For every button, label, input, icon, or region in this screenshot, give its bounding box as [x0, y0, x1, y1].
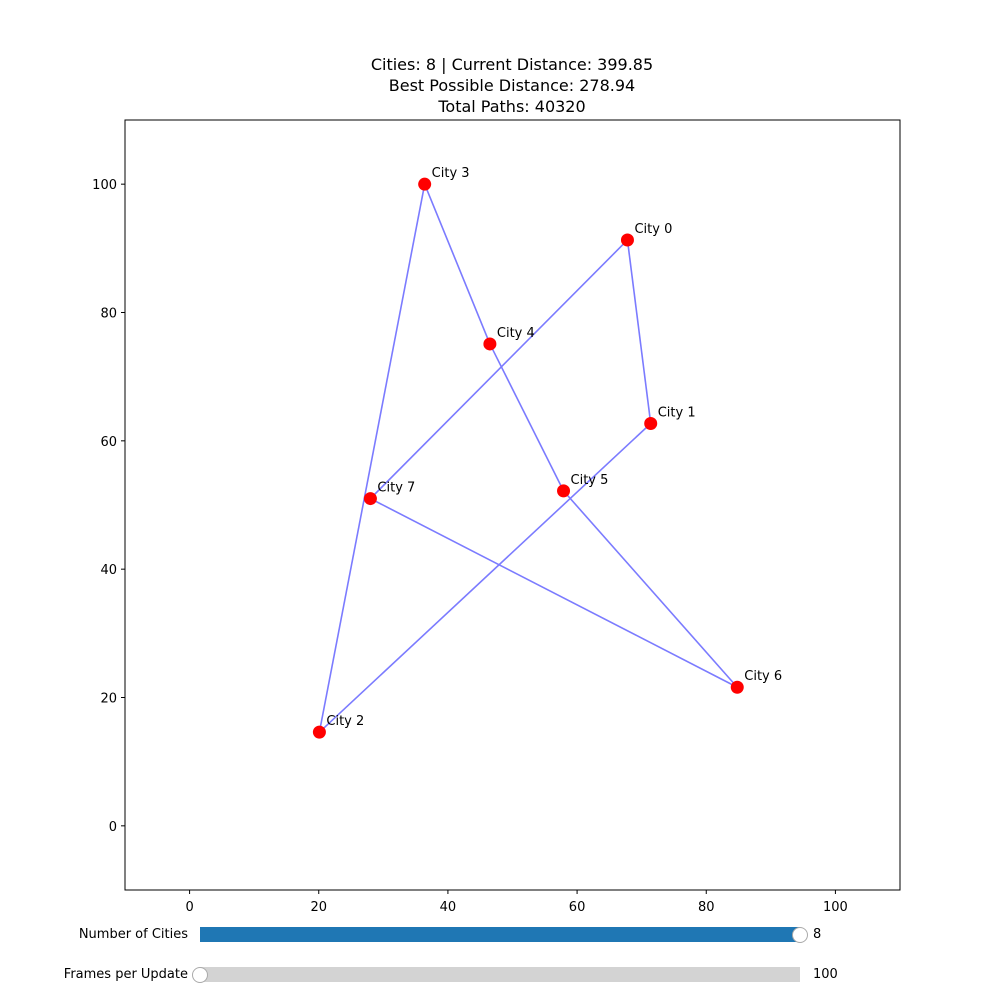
route-segment: [370, 497, 738, 688]
y-tick-label: 40: [100, 563, 117, 578]
route-segment: [626, 239, 652, 424]
city-label: City 6: [744, 669, 782, 684]
y-tick-label: 20: [100, 692, 117, 707]
number-of-cities-slider-fill: [200, 927, 800, 942]
frames-per-update-slider-row: Frames per Update 100: [0, 965, 1000, 985]
city-label: City 3: [432, 166, 470, 181]
city-label: City 2: [326, 714, 364, 729]
city-label: City 1: [658, 406, 696, 421]
city-point: [312, 725, 326, 739]
route-segment: [318, 184, 426, 733]
x-tick-label: 20: [310, 900, 327, 915]
number-of-cities-slider-row: Number of Cities 8: [0, 925, 1000, 945]
city-label: City 5: [571, 473, 609, 488]
city-point: [363, 492, 377, 506]
frames-per-update-label: Frames per Update: [63, 967, 188, 982]
route-segment: [369, 239, 629, 500]
frames-per-update-slider-handle[interactable]: [192, 967, 208, 983]
city-point: [483, 337, 497, 351]
frames-per-update-value: 100: [813, 967, 838, 982]
y-tick-label: 80: [100, 307, 117, 322]
number-of-cities-value: 8: [813, 927, 822, 942]
y-tick-label: 100: [92, 178, 117, 193]
city-point: [644, 417, 658, 431]
route-segment: [562, 490, 738, 688]
plot-area: 0 20 40 60 80 100 0 20 40 60 80 100 City 0 City 1 City…: [92, 166, 848, 915]
x-tick-label: 60: [569, 900, 586, 915]
number-of-cities-slider[interactable]: [200, 927, 800, 942]
city-label: City 0: [634, 222, 672, 237]
chart-title-line-1: Cities: 8 | Current Distance: 399.85: [371, 55, 653, 74]
frames-per-update-slider[interactable]: [200, 967, 800, 982]
x-tick-label: 40: [440, 900, 457, 915]
city-point: [620, 233, 634, 247]
y-tick-label: 0: [109, 820, 117, 835]
city-label: City 4: [497, 326, 535, 341]
x-tick-label: 80: [698, 900, 715, 915]
route-segment: [489, 343, 565, 492]
axes-frame: [124, 119, 901, 891]
city-point: [730, 680, 744, 694]
number-of-cities-label: Number of Cities: [78, 927, 188, 942]
route-segment: [423, 183, 491, 345]
city-point: [418, 177, 432, 191]
city-point: [557, 484, 571, 498]
route-segment: [318, 422, 652, 733]
number-of-cities-slider-handle[interactable]: [792, 927, 808, 943]
x-tick-label: 0: [185, 900, 193, 915]
chart-title-line-3: Total Paths: 40320: [437, 97, 585, 116]
y-tick-label: 60: [100, 435, 117, 450]
city-label: City 7: [377, 481, 415, 496]
chart-title-line-2: Best Possible Distance: 278.94: [389, 76, 635, 95]
x-tick-label: 100: [823, 900, 848, 915]
